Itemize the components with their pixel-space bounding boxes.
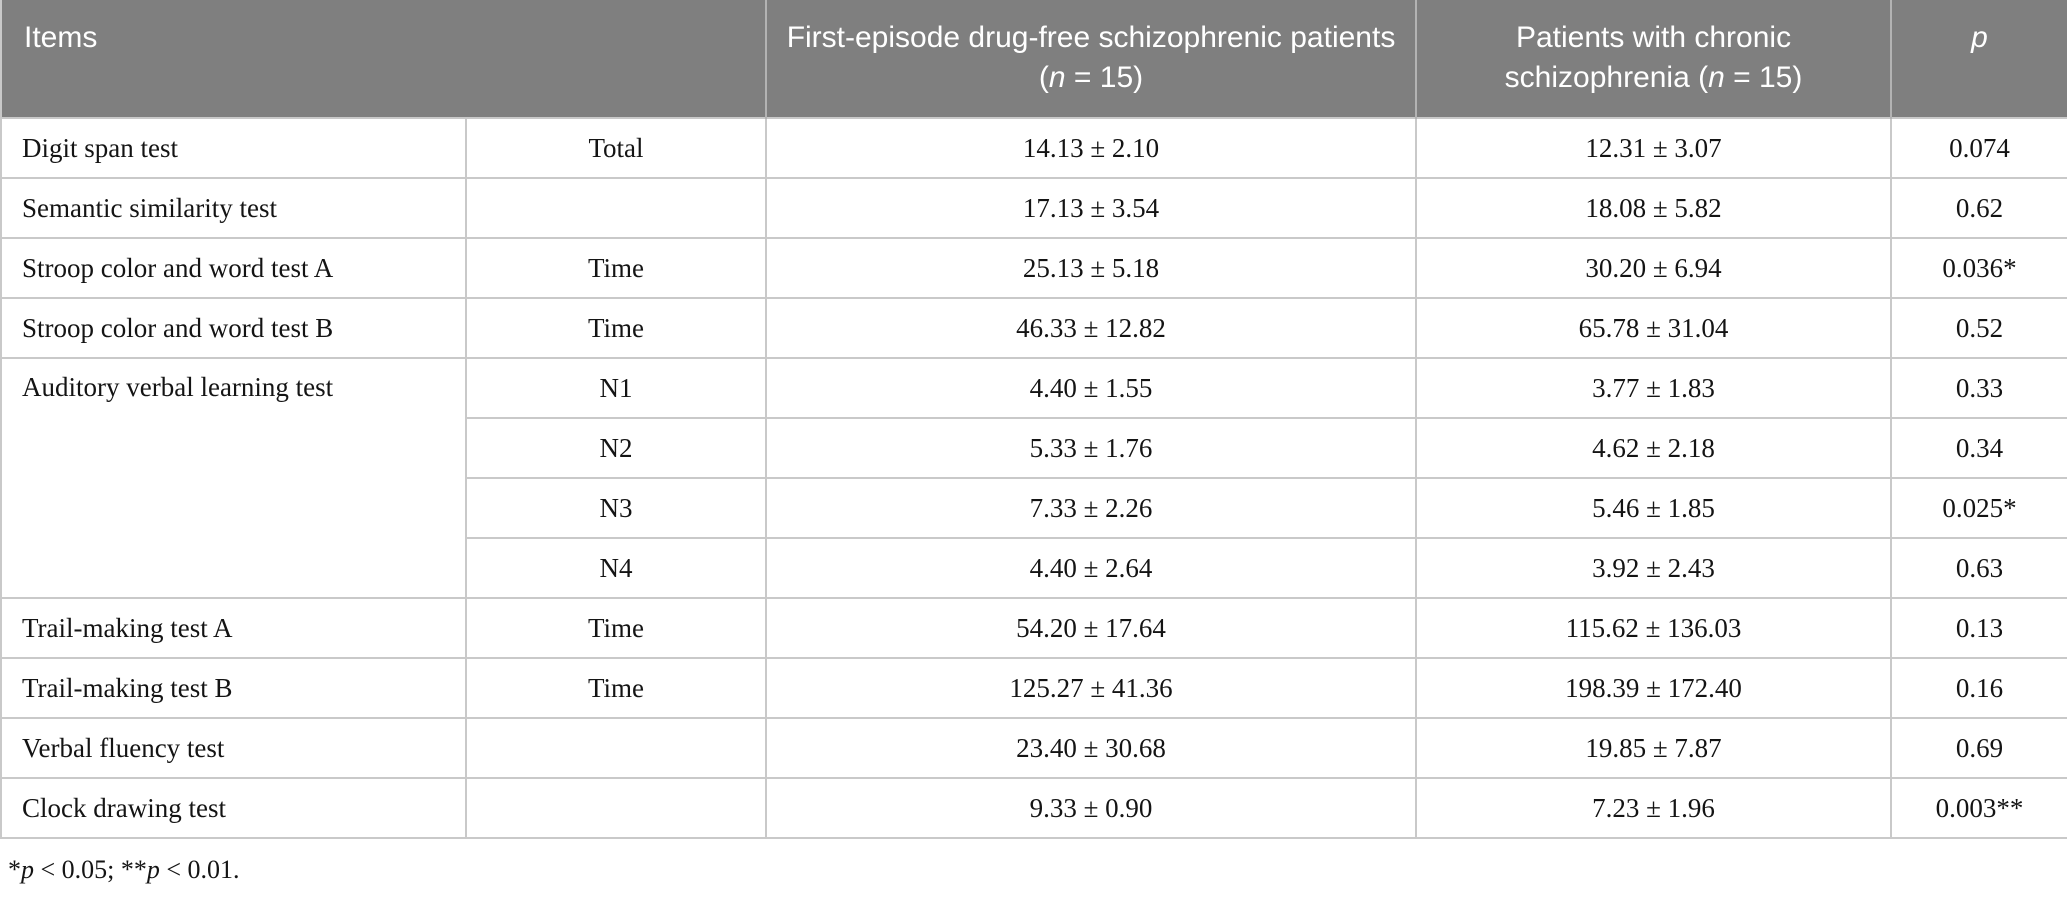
- group2-value-cell: 115.62 ± 136.03: [1415, 597, 1893, 659]
- p-value-cell: 0.074: [1890, 117, 2067, 179]
- group1-value-cell: 54.20 ± 17.64: [765, 597, 1418, 659]
- p-value-cell: 0.025*: [1890, 477, 2067, 539]
- subitem-cell: N1: [464, 357, 768, 419]
- table-row-clock-drawing: Clock drawing test 9.33 ± 0.90 7.23 ± 1.…: [0, 777, 2067, 839]
- item-cell: Stroop color and word test A: [0, 237, 467, 299]
- p-value-cell: 0.036*: [1890, 237, 2067, 299]
- group2-value-cell: 18.08 ± 5.82: [1415, 177, 1893, 239]
- p-value-cell: 0.63: [1890, 537, 2067, 599]
- table-row-verbal-fluency: Verbal fluency test 23.40 ± 30.68 19.85 …: [0, 717, 2067, 779]
- table-row-trail-making-b: Trail-making test B Time 125.27 ± 41.36 …: [0, 657, 2067, 719]
- table-row-semantic-similarity: Semantic similarity test 17.13 ± 3.54 18…: [0, 177, 2067, 239]
- group1-value-cell: 17.13 ± 3.54: [765, 177, 1418, 239]
- group2-value-cell: 7.23 ± 1.96: [1415, 777, 1893, 839]
- subitem-cell: [464, 717, 768, 779]
- table-row-avlt-n3: N3 7.33 ± 2.26 5.46 ± 1.85 0.025*: [1, 477, 2067, 539]
- table-row-avlt-n4: N4 4.40 ± 2.64 3.92 ± 2.43 0.63: [1, 537, 2067, 599]
- group2-value-cell: 198.39 ± 172.40: [1415, 657, 1893, 719]
- column-header-p-value: p: [1890, 0, 2067, 118]
- table-row-stroop-a: Stroop color and word test A Time 25.13 …: [0, 237, 2067, 299]
- column-header-items: Items: [1, 0, 767, 118]
- subitem-cell: N4: [464, 537, 768, 599]
- table-row-digit-span: Digit span test Total 14.13 ± 2.10 12.31…: [0, 117, 2067, 179]
- item-cell: Trail-making test A: [0, 597, 467, 659]
- p-value-cell: 0.34: [1890, 417, 2067, 479]
- header-text: = 15): [1724, 60, 1803, 94]
- subitem-cell: Time: [464, 297, 768, 359]
- group1-value-cell: 125.27 ± 41.36: [765, 657, 1418, 719]
- item-cell: Stroop color and word test B: [0, 297, 467, 359]
- group2-value-cell: 5.46 ± 1.85: [1415, 477, 1893, 539]
- group1-value-cell: 7.33 ± 2.26: [765, 477, 1418, 539]
- comparison-results-table: Items First-episode drug-free schizophre…: [0, 0, 2067, 839]
- p-value-cell: 0.33: [1890, 357, 2067, 419]
- subitem-cell: Time: [464, 597, 768, 659]
- header-row: Items First-episode drug-free schizophre…: [1, 0, 2067, 118]
- subitem-cell: Total: [464, 117, 768, 179]
- p-value-cell: 0.16: [1890, 657, 2067, 719]
- item-cell: Verbal fluency test: [0, 717, 467, 779]
- group1-value-cell: 46.33 ± 12.82: [765, 297, 1418, 359]
- table-row-avlt-n1: Auditory verbal learning test N1 4.40 ± …: [0, 357, 2067, 599]
- group1-value-cell: 14.13 ± 2.10: [765, 117, 1418, 179]
- table-footnote: *p < 0.05; **p < 0.01.: [8, 855, 2067, 885]
- italic-n: n: [1048, 60, 1066, 94]
- item-cell-rowspan: Auditory verbal learning test: [0, 357, 467, 599]
- italic-n: n: [1708, 60, 1725, 94]
- group2-value-cell: 3.92 ± 2.43: [1415, 537, 1893, 599]
- group2-value-cell: 30.20 ± 6.94: [1415, 237, 1893, 299]
- item-cell: Clock drawing test: [0, 777, 467, 839]
- group1-value-cell: 23.40 ± 30.68: [765, 717, 1418, 779]
- group2-value-cell: 65.78 ± 31.04: [1415, 297, 1893, 359]
- header-text: Patients with chronic schizophrenia (: [1504, 21, 1792, 94]
- header-text: First-episode drug-free schizophrenic pa…: [786, 21, 1396, 94]
- table-body: Digit span test Total 14.13 ± 2.10 12.31…: [0, 117, 2067, 839]
- group1-value-cell: 4.40 ± 1.55: [765, 357, 1418, 419]
- p-value-cell: 0.13: [1890, 597, 2067, 659]
- group1-value-cell: 4.40 ± 2.64: [765, 537, 1418, 599]
- table-row-avlt-n2: N2 5.33 ± 1.76 4.62 ± 2.18 0.34: [1, 417, 2067, 479]
- table-row-trail-making-a: Trail-making test A Time 54.20 ± 17.64 1…: [0, 597, 2067, 659]
- subitem-cell: Time: [464, 657, 768, 719]
- footnote-text: < 0.01.: [159, 855, 240, 884]
- group1-value-cell: 25.13 ± 5.18: [765, 237, 1418, 299]
- group2-value-cell: 19.85 ± 7.87: [1415, 717, 1893, 779]
- subitem-cell: Time: [464, 237, 768, 299]
- p-value-cell: 0.52: [1890, 297, 2067, 359]
- footnote-text: < 0.05; **: [34, 855, 147, 884]
- item-cell: Trail-making test B: [0, 657, 467, 719]
- group2-value-cell: 3.77 ± 1.83: [1415, 357, 1893, 419]
- item-cell: Semantic similarity test: [0, 177, 467, 239]
- group2-value-cell: 4.62 ± 2.18: [1415, 417, 1893, 479]
- subitem-cell: [464, 777, 768, 839]
- group2-value-cell: 12.31 ± 3.07: [1415, 117, 1893, 179]
- p-value-cell: 0.69: [1890, 717, 2067, 779]
- italic-p: p: [146, 855, 160, 884]
- subitem-cell: N2: [464, 417, 768, 479]
- footnote-text: *: [8, 855, 21, 884]
- header-text: = 15): [1065, 60, 1144, 94]
- item-cell: Digit span test: [0, 117, 467, 179]
- p-value-cell: 0.62: [1890, 177, 2067, 239]
- italic-p: p: [21, 855, 34, 884]
- group1-value-cell: 5.33 ± 1.76: [765, 417, 1418, 479]
- subitem-cell: N3: [464, 477, 768, 539]
- table-header: Items First-episode drug-free schizophre…: [1, 0, 2067, 118]
- table-row-stroop-b: Stroop color and word test B Time 46.33 …: [0, 297, 2067, 359]
- column-header-first-episode-group: First-episode drug-free schizophrenic pa…: [765, 0, 1417, 118]
- column-header-chronic-group: Patients with chronic schizophrenia (n =…: [1415, 0, 1892, 118]
- p-value-cell: 0.003**: [1890, 777, 2067, 839]
- subitem-cell: [464, 177, 768, 239]
- group1-value-cell: 9.33 ± 0.90: [765, 777, 1418, 839]
- italic-p: p: [1971, 21, 1988, 54]
